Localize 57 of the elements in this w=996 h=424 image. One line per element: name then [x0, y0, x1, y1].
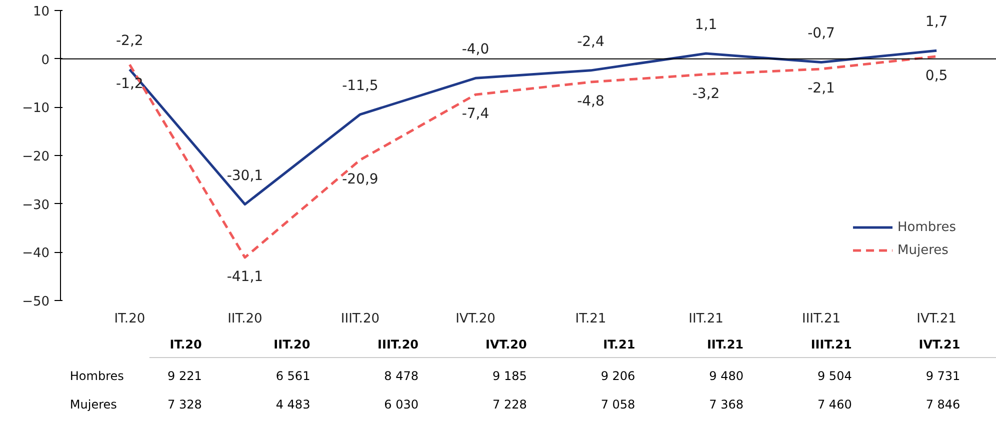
data-label: -11,5	[342, 78, 378, 94]
data-label: -30,1	[226, 168, 264, 184]
data-label: -3,2	[692, 86, 720, 102]
data-label: 7 460	[817, 398, 852, 412]
data-label: -2,2	[116, 32, 144, 49]
data-label: 9 221	[168, 369, 202, 384]
data-label: 9 206	[600, 369, 636, 384]
data-label: 6 030	[384, 398, 419, 412]
data-label: 9 185	[492, 369, 527, 384]
data-label: -2,1	[808, 80, 835, 96]
x-tick-label: IVT.21	[918, 338, 960, 352]
x-tick-label: IT.21	[575, 312, 606, 326]
data-label: 7 846	[926, 398, 960, 412]
data-label: -0,7	[808, 26, 835, 42]
data-label: 7 228	[492, 398, 527, 412]
x-tick-label: IIT.20	[228, 312, 262, 326]
y-tick-label: −10	[22, 101, 50, 116]
data-label: 9 731	[926, 369, 960, 384]
y-tick-label: −40	[22, 246, 50, 262]
x-tick-label: IT.20	[170, 338, 202, 352]
data-label: -4,0	[462, 42, 490, 58]
data-label: 1,1	[694, 17, 718, 34]
data-label: 7 328	[168, 398, 202, 412]
y-tick-label: −20	[22, 150, 50, 164]
x-tick-label: IIIT.20	[378, 338, 419, 352]
legend-label: Mujeres	[898, 242, 948, 258]
data-label: 8 478	[384, 369, 419, 384]
data-label: 1,7	[925, 14, 948, 30]
x-tick-label: IVT.20	[456, 312, 496, 326]
y-tick-label: −30	[22, 198, 50, 213]
data-label: 9 480	[709, 369, 744, 384]
y-tick-label: −50	[22, 294, 50, 310]
x-tick-label: IT.20	[114, 312, 146, 326]
x-tick-label: IIT.20	[274, 338, 310, 352]
legend-label: Hombres	[898, 220, 956, 234]
x-tick-label: IIIT.21	[802, 312, 841, 326]
y-tick-label: 0	[41, 52, 50, 68]
data-label: 7 368	[709, 398, 744, 412]
x-tick-label: IIT.21	[688, 312, 724, 326]
x-tick-label: IIIT.20	[340, 312, 380, 326]
data-label: 7 058	[600, 398, 636, 412]
x-tick-label: IIT.21	[706, 338, 744, 352]
data-label: 4 483	[276, 398, 310, 412]
data-label: -20,9	[342, 171, 378, 188]
x-tick-label: IVT.20	[485, 338, 527, 352]
x-tick-label: IT.21	[603, 338, 636, 352]
data-label: -2,4	[577, 34, 604, 50]
data-label: -4,8	[577, 94, 604, 110]
data-label: 0,5	[925, 68, 948, 84]
x-tick-label: IIIT.21	[810, 338, 852, 352]
data-label: -1,2	[116, 76, 144, 92]
data-label: -7,4	[462, 106, 490, 122]
y-tick-label: 10	[32, 4, 50, 20]
data-label: 9 504	[817, 369, 852, 384]
data-label: -41,1	[226, 268, 264, 285]
data-label: 6 561	[276, 369, 310, 384]
x-tick-label: IVT.21	[916, 312, 956, 326]
